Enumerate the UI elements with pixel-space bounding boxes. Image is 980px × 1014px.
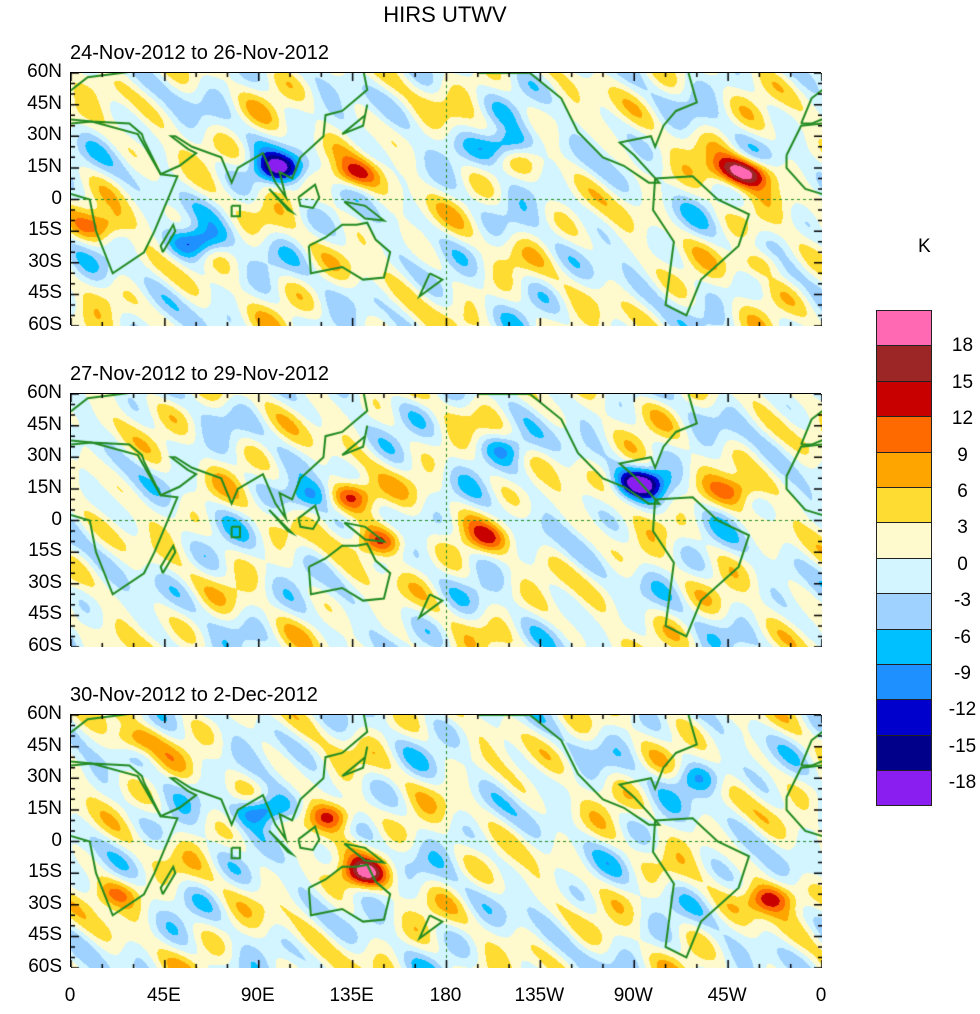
- colorbar-swatch: [876, 522, 932, 559]
- colorbar-label: 12: [951, 408, 974, 430]
- lat-tick-label: 30N: [27, 445, 62, 467]
- panel-title: 30-Nov-2012 to 2-Dec-2012: [70, 684, 318, 706]
- lat-tick-label: 30S: [28, 892, 62, 914]
- lon-tick-label: 0: [815, 985, 827, 1006]
- lat-tick-label: 30N: [27, 766, 62, 788]
- lat-tick-label: 45N: [27, 734, 62, 756]
- colorbar-label: 6: [957, 481, 968, 502]
- colorbar-label: 0: [957, 553, 968, 575]
- lat-tick-label: 30N: [27, 124, 62, 146]
- lon-tick-label: 0: [64, 985, 76, 1006]
- lon-tick-label: 45W: [707, 985, 747, 1006]
- lat-tick-label: 60S: [28, 314, 62, 335]
- lat-tick-label: 15N: [27, 155, 62, 177]
- colorbar-swatch: [876, 380, 932, 418]
- lat-tick-label: 15N: [27, 797, 62, 819]
- colorbar-swatch: [876, 734, 932, 772]
- colorbar-swatch: [876, 451, 932, 488]
- colorbar-swatch: [876, 486, 932, 524]
- anomaly-contour-map: [71, 73, 822, 326]
- lat-tick-label: 45S: [28, 924, 62, 946]
- panel-title: 24-Nov-2012 to 26-Nov-2012: [70, 42, 330, 64]
- colorbar-swatch: [876, 699, 932, 736]
- lat-tick-label: 0: [51, 508, 62, 530]
- panel-title: 27-Nov-2012 to 29-Nov-2012: [70, 363, 330, 385]
- colorbar-label: 18: [951, 335, 974, 357]
- colorbar: [876, 310, 932, 807]
- colorbar-swatch: [876, 628, 932, 665]
- anomaly-contour-map: [71, 394, 822, 647]
- map-panel: [70, 72, 822, 326]
- lat-tick-label: 45N: [27, 413, 62, 435]
- lat-tick-label: 60N: [27, 382, 62, 403]
- colorbar-label: -12: [948, 699, 977, 721]
- colorbar-swatch: [876, 416, 932, 453]
- map-panel: [70, 714, 822, 968]
- colorbar-label: -18: [948, 772, 977, 794]
- colorbar-label: 15: [951, 371, 974, 393]
- anomaly-contour-map: [71, 715, 822, 968]
- colorbar-label: -6: [954, 626, 971, 648]
- lat-tick-label: 0: [51, 829, 62, 851]
- lat-tick-label: 0: [51, 187, 62, 209]
- colorbar-label: -15: [948, 735, 977, 757]
- lat-tick-label: 45S: [28, 603, 62, 625]
- colorbar-label: -3: [954, 590, 971, 612]
- colorbar-label: -9: [954, 663, 971, 684]
- lat-tick-label: 45S: [28, 282, 62, 304]
- colorbar-swatch: [876, 345, 932, 382]
- colorbar-unit: K: [918, 236, 931, 257]
- colorbar-swatch: [876, 663, 932, 701]
- lon-tick-label: 90E: [240, 985, 275, 1006]
- lat-tick-label: 60N: [27, 703, 62, 724]
- colorbar-swatch: [876, 593, 932, 630]
- colorbar-swatch: [876, 310, 932, 347]
- figure-title: HIRS UTWV: [383, 2, 507, 27]
- colorbar-swatch: [876, 557, 932, 595]
- lon-tick-label: 45E: [146, 985, 181, 1006]
- lon-tick-label: 90W: [613, 985, 653, 1006]
- lat-tick-label: 15S: [28, 540, 62, 562]
- lat-tick-label: 60N: [27, 61, 62, 82]
- colorbar-label: 3: [957, 517, 968, 539]
- lon-tick-label: 135W: [514, 985, 565, 1006]
- lon-tick-label: 180: [429, 985, 462, 1006]
- lat-tick-label: 60S: [28, 956, 62, 977]
- lon-tick-label: 135E: [329, 985, 374, 1006]
- lat-tick-label: 15N: [27, 476, 62, 498]
- lat-tick-label: 45N: [27, 92, 62, 114]
- lat-tick-label: 15S: [28, 219, 62, 241]
- lat-tick-label: 30S: [28, 571, 62, 593]
- map-panel: [70, 393, 822, 647]
- lat-tick-label: 15S: [28, 861, 62, 883]
- colorbar-label: 9: [957, 444, 968, 466]
- lat-tick-label: 60S: [28, 635, 62, 656]
- colorbar-swatch: [876, 770, 932, 807]
- lat-tick-label: 30S: [28, 250, 62, 272]
